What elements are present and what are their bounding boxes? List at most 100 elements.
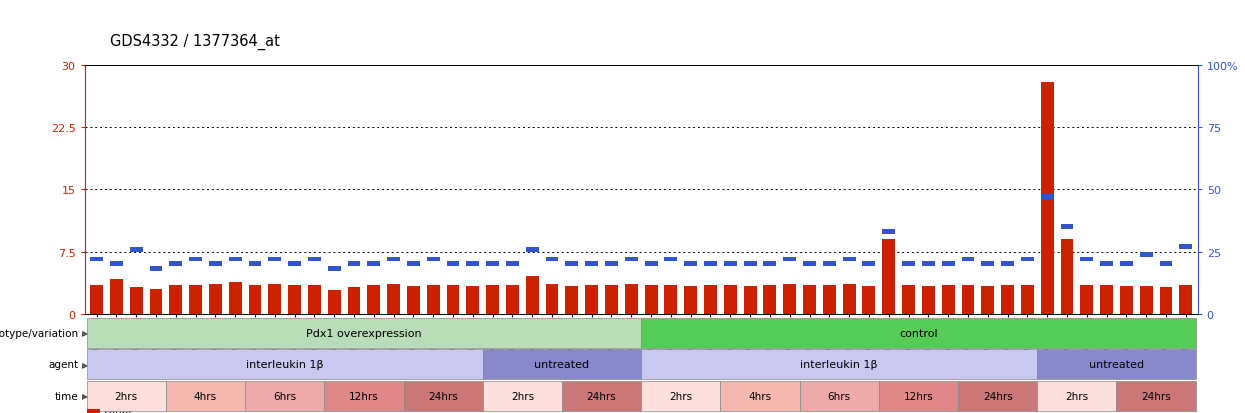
Text: control: control	[899, 328, 937, 338]
Bar	[169, 262, 182, 267]
Bar	[189, 286, 202, 314]
Bar	[288, 285, 301, 314]
Bar	[545, 284, 559, 314]
Text: ▶: ▶	[82, 392, 88, 400]
Bar	[1120, 262, 1133, 267]
Bar	[347, 287, 361, 314]
Text: 24hrs: 24hrs	[982, 391, 1012, 401]
Bar	[209, 262, 222, 267]
Bar	[921, 287, 935, 314]
Bar	[843, 257, 855, 262]
Text: untreated: untreated	[1089, 359, 1144, 370]
Bar	[743, 287, 757, 314]
Bar	[1139, 287, 1153, 314]
Bar	[467, 287, 479, 314]
Bar	[705, 262, 717, 267]
Bar	[903, 262, 915, 267]
Bar	[327, 291, 341, 314]
Bar	[249, 262, 261, 267]
Bar	[229, 257, 242, 262]
Bar	[1001, 286, 1013, 314]
Bar	[327, 267, 341, 272]
Bar	[1139, 252, 1153, 257]
Bar	[545, 257, 559, 262]
Text: 24hrs: 24hrs	[1142, 391, 1172, 401]
Bar	[941, 262, 955, 267]
Bar	[525, 247, 539, 252]
Bar	[705, 286, 717, 314]
Text: Pdx1 overexpression: Pdx1 overexpression	[306, 328, 422, 338]
Text: agent: agent	[49, 359, 78, 370]
Text: genotype/variation: genotype/variation	[0, 328, 78, 338]
Bar	[941, 286, 955, 314]
Bar	[525, 277, 539, 314]
Bar	[487, 285, 499, 314]
Bar	[487, 262, 499, 267]
Text: ▶: ▶	[82, 360, 88, 369]
Bar	[149, 289, 162, 314]
Text: 6hrs: 6hrs	[273, 391, 296, 401]
Bar	[1021, 285, 1033, 314]
Bar	[981, 262, 995, 267]
Bar	[903, 286, 915, 314]
Bar	[1101, 262, 1113, 267]
Bar	[1021, 257, 1033, 262]
Bar	[625, 284, 637, 314]
Bar	[367, 262, 380, 267]
Bar	[269, 257, 281, 262]
Bar	[585, 286, 598, 314]
Bar	[961, 257, 975, 262]
Bar	[863, 287, 875, 314]
Bar	[129, 287, 143, 314]
Bar	[685, 287, 697, 314]
Bar	[743, 262, 757, 267]
Text: 12hrs: 12hrs	[349, 391, 378, 401]
Text: 4hrs: 4hrs	[748, 391, 772, 401]
Bar	[565, 262, 578, 267]
Bar	[1061, 225, 1073, 230]
Bar	[447, 262, 459, 267]
Bar	[783, 257, 796, 262]
Bar	[645, 286, 657, 314]
Bar	[1159, 287, 1173, 314]
Text: 24hrs: 24hrs	[586, 391, 616, 401]
Bar	[447, 286, 459, 314]
Bar	[1101, 286, 1113, 314]
Bar	[90, 285, 103, 314]
Text: 12hrs: 12hrs	[904, 391, 934, 401]
Bar	[1041, 195, 1053, 200]
Text: 2hrs: 2hrs	[510, 391, 534, 401]
Bar	[169, 285, 182, 314]
Bar	[863, 262, 875, 267]
Text: 6hrs: 6hrs	[828, 391, 850, 401]
Bar	[1081, 285, 1093, 314]
Bar	[981, 287, 995, 314]
Bar	[269, 284, 281, 314]
Bar	[427, 257, 439, 262]
Text: 2hrs: 2hrs	[670, 391, 692, 401]
Bar	[921, 262, 935, 267]
Bar	[843, 284, 855, 314]
Text: interleukin 1β: interleukin 1β	[801, 359, 878, 370]
Bar	[1061, 240, 1073, 314]
Bar	[585, 262, 598, 267]
Bar	[308, 286, 321, 314]
Bar	[110, 279, 123, 314]
Bar	[685, 262, 697, 267]
Bar	[1120, 287, 1133, 314]
Bar	[883, 240, 895, 314]
Text: untreated: untreated	[534, 359, 590, 370]
Bar	[645, 262, 657, 267]
Bar	[347, 262, 361, 267]
Text: ▶: ▶	[82, 329, 88, 337]
Bar	[763, 286, 777, 314]
Bar	[110, 262, 123, 267]
Text: 2hrs: 2hrs	[115, 391, 138, 401]
Bar	[249, 285, 261, 314]
Bar	[803, 285, 815, 314]
Bar	[209, 284, 222, 314]
Bar	[803, 262, 815, 267]
Bar	[149, 267, 162, 272]
Bar	[605, 262, 618, 267]
Bar	[665, 257, 677, 262]
